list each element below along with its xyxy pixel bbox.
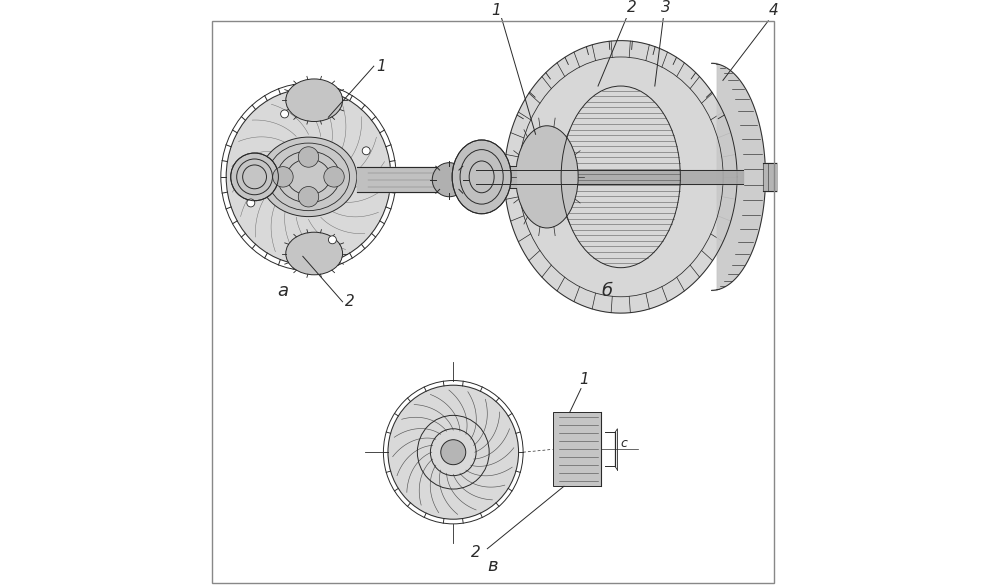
Text: 1: 1: [377, 59, 387, 73]
Polygon shape: [505, 41, 738, 313]
Circle shape: [323, 167, 344, 187]
Circle shape: [441, 440, 465, 465]
Text: 1: 1: [491, 3, 501, 18]
Circle shape: [328, 236, 336, 244]
Text: а: а: [277, 282, 289, 300]
Text: 4: 4: [769, 3, 779, 18]
Text: 2: 2: [345, 294, 355, 309]
Text: c: c: [621, 437, 628, 450]
Ellipse shape: [516, 126, 578, 228]
Circle shape: [432, 163, 466, 197]
Circle shape: [273, 167, 293, 187]
Circle shape: [246, 199, 254, 207]
Text: в: в: [488, 558, 498, 575]
Circle shape: [299, 187, 318, 207]
Ellipse shape: [286, 232, 342, 275]
Polygon shape: [226, 89, 390, 265]
Circle shape: [231, 153, 278, 201]
Text: б: б: [601, 282, 612, 300]
Polygon shape: [387, 385, 519, 519]
Ellipse shape: [286, 79, 342, 122]
Bar: [552, 413, 600, 486]
Text: 1: 1: [579, 372, 589, 387]
Text: 3: 3: [662, 0, 671, 15]
Polygon shape: [712, 63, 765, 291]
Circle shape: [299, 147, 318, 167]
Text: 2: 2: [627, 0, 637, 15]
Circle shape: [281, 110, 289, 118]
Ellipse shape: [260, 137, 357, 217]
Circle shape: [362, 147, 370, 155]
Ellipse shape: [453, 140, 511, 214]
Text: 2: 2: [471, 545, 481, 560]
